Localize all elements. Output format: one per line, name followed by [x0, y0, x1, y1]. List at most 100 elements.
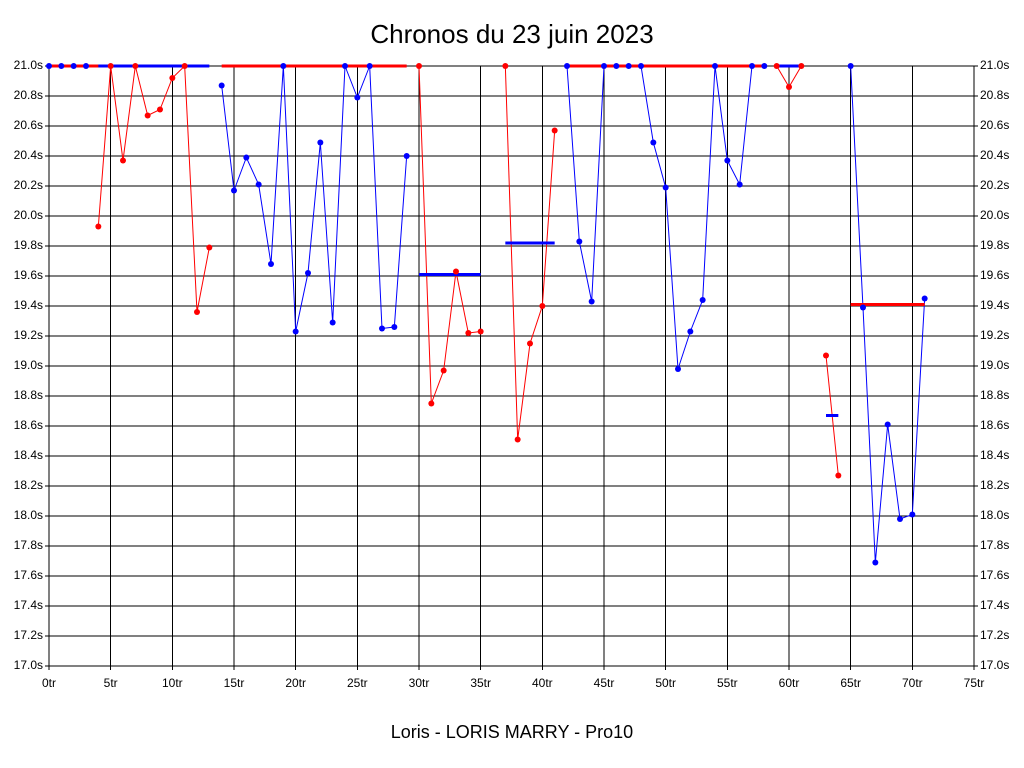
x-axis-label: Loris - LORIS MARRY - Pro10 — [391, 722, 633, 742]
y2-tick-label: 19.4s — [980, 298, 1009, 312]
data-point — [95, 223, 102, 230]
data-point — [835, 472, 842, 479]
x-tick-label: 70tr — [902, 676, 923, 690]
y2-tick-label: 21.0s — [980, 58, 1009, 72]
data-point — [884, 421, 891, 428]
y-tick-label: 19.4s — [14, 298, 43, 312]
y2-tick-label: 20.8s — [980, 88, 1009, 102]
data-point — [416, 63, 422, 69]
data-point — [675, 366, 681, 372]
x-tick-label: 40tr — [532, 676, 553, 690]
y2-tick-label: 19.8s — [980, 238, 1009, 252]
data-point — [379, 325, 385, 332]
data-point — [255, 181, 262, 188]
x-tick-label: 20tr — [285, 676, 306, 690]
data-point — [847, 63, 854, 69]
y-tick-label: 20.4s — [14, 148, 43, 162]
data-point — [169, 75, 176, 81]
data-point — [120, 157, 126, 164]
x-tick-label: 50tr — [655, 676, 676, 690]
y-tick-label: 18.0s — [14, 508, 43, 522]
data-point — [243, 154, 250, 161]
data-point — [650, 139, 657, 146]
data-point — [194, 309, 200, 315]
data-point — [761, 63, 768, 69]
y2-tick-label: 17.2s — [980, 628, 1009, 642]
y2-tick-label: 19.2s — [980, 328, 1009, 342]
y-tick-label: 20.8s — [14, 88, 43, 102]
data-point — [440, 367, 447, 374]
data-point — [514, 436, 521, 443]
y-tick-label: 18.2s — [14, 478, 43, 492]
data-point — [268, 261, 274, 267]
y2-tick-label: 17.6s — [980, 568, 1009, 582]
data-point — [921, 295, 928, 302]
data-point — [206, 244, 213, 251]
y-tick-label: 17.2s — [14, 628, 43, 642]
x-tick-label: 35tr — [470, 676, 491, 690]
y2-tick-label: 19.6s — [980, 268, 1009, 282]
data-point — [46, 63, 52, 69]
plot-frame — [48, 65, 975, 667]
data-point — [823, 352, 829, 359]
data-point — [798, 63, 805, 69]
y2-tick-label: 17.8s — [980, 538, 1009, 552]
data-point — [872, 559, 879, 566]
data-point — [218, 82, 225, 89]
y2-tick-label: 17.0s — [980, 658, 1009, 672]
y-tick-label: 17.0s — [14, 658, 43, 672]
y-tick-label: 17.8s — [14, 538, 43, 552]
data-point — [231, 187, 237, 194]
data-point — [613, 63, 620, 69]
data-point — [576, 238, 583, 245]
y2-tick-label: 18.4s — [980, 448, 1009, 462]
data-point — [317, 139, 324, 146]
data-point — [58, 63, 65, 69]
data-point — [551, 127, 558, 134]
x-tick-label: 65tr — [840, 676, 861, 690]
data-point — [564, 63, 570, 69]
data-point — [83, 63, 89, 69]
data-point — [342, 63, 348, 69]
data-point — [453, 268, 459, 275]
data-point — [144, 112, 151, 119]
y2-tick-label: 20.2s — [980, 178, 1009, 192]
data-point — [909, 511, 916, 518]
y2-tick-label: 19.0s — [980, 358, 1009, 372]
data-point — [773, 63, 780, 69]
data-point — [539, 303, 546, 309]
y2-tick-label: 18.6s — [980, 418, 1009, 432]
data-point — [329, 319, 336, 326]
data-point — [107, 63, 114, 69]
y-tick-label: 18.8s — [14, 388, 43, 402]
y-tick-label: 18.6s — [14, 418, 43, 432]
chart-title: Chronos du 23 juin 2023 — [370, 19, 653, 49]
data-point — [786, 84, 792, 90]
x-tick-label: 25tr — [347, 676, 368, 690]
data-point — [638, 63, 644, 69]
data-point — [527, 340, 533, 347]
y-tick-label: 17.6s — [14, 568, 43, 582]
data-point — [687, 328, 694, 335]
y2-tick-label: 20.6s — [980, 118, 1009, 132]
x-tick-label: 30tr — [409, 676, 430, 690]
x-tick-label: 55tr — [717, 676, 738, 690]
data-point — [280, 63, 287, 69]
data-point — [860, 304, 866, 311]
y-tick-label: 19.2s — [14, 328, 43, 342]
y-tick-label: 20.6s — [14, 118, 43, 132]
y-tick-label: 19.6s — [14, 268, 43, 282]
data-point — [712, 63, 718, 69]
data-point — [699, 297, 706, 303]
x-tick-label: 15tr — [224, 676, 245, 690]
data-point — [354, 94, 361, 101]
y2-tick-label: 18.0s — [980, 508, 1009, 522]
y-tick-label: 20.2s — [14, 178, 43, 192]
x-tick-label: 75tr — [964, 676, 985, 690]
y2-tick-label: 17.4s — [980, 598, 1009, 612]
data-point — [292, 328, 299, 335]
data-point — [477, 328, 484, 335]
data-point — [366, 63, 373, 69]
y2-tick-label: 18.2s — [980, 478, 1009, 492]
